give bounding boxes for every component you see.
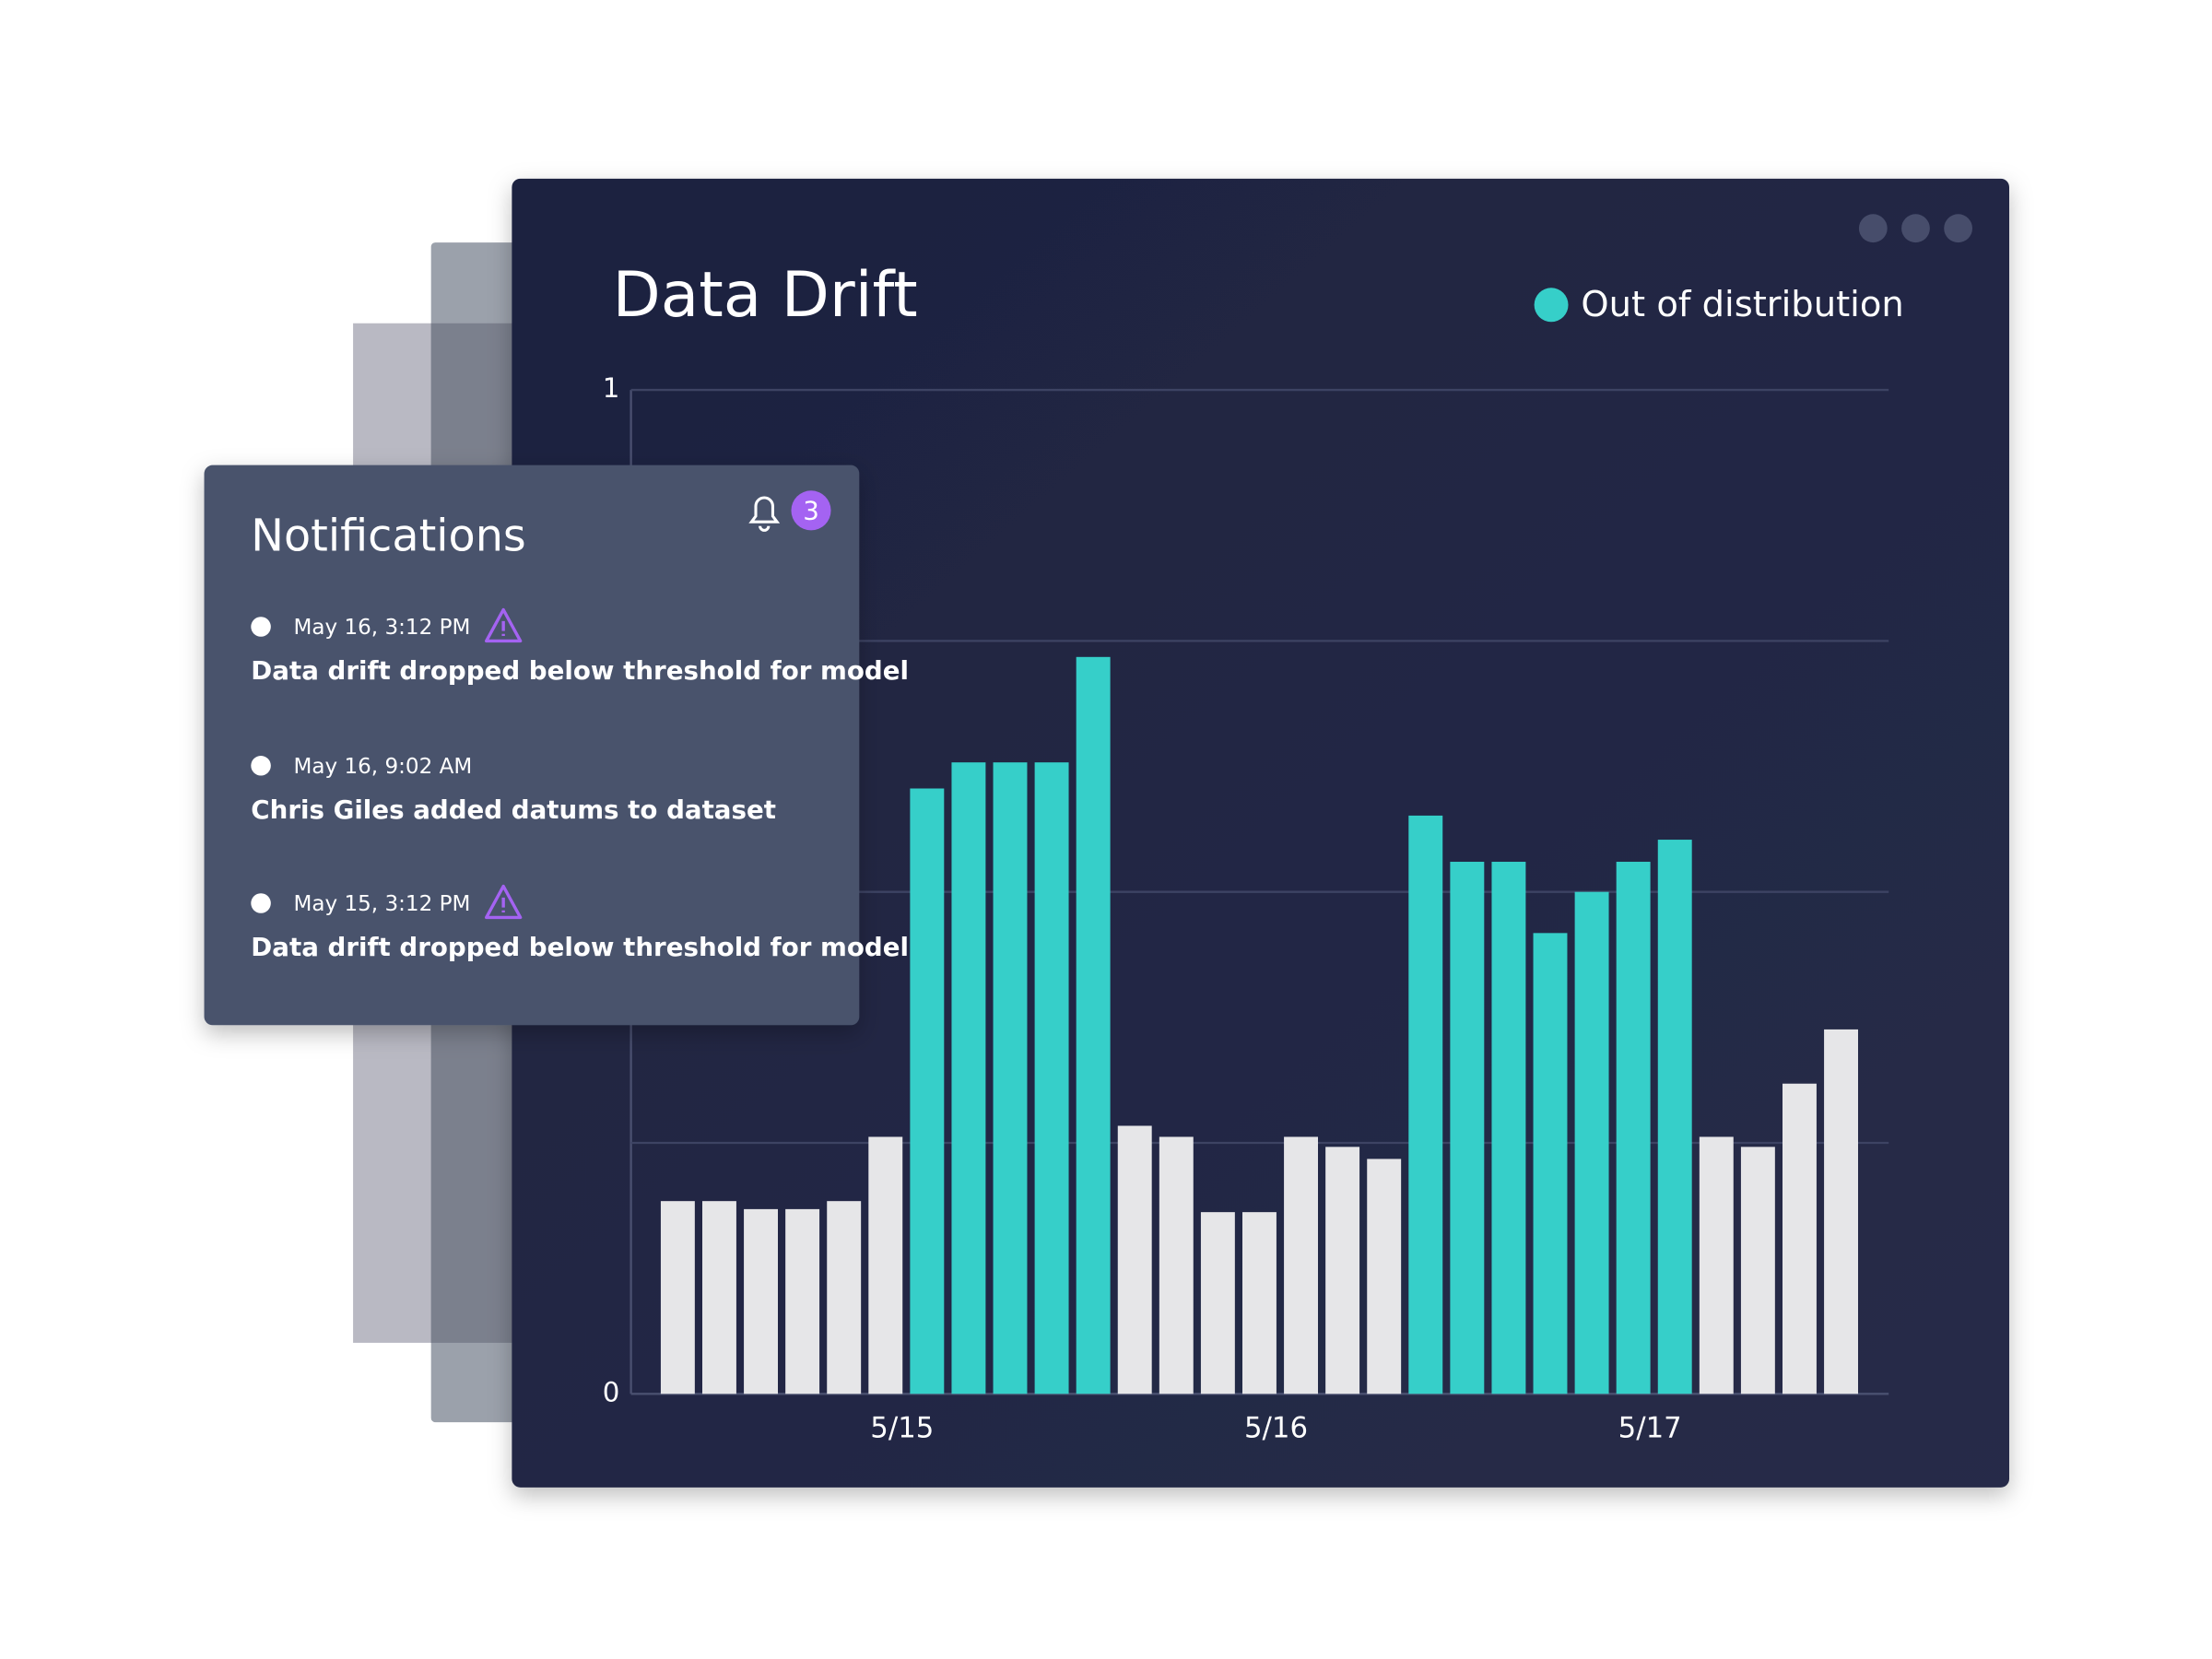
bar: [1657, 840, 1692, 1394]
bar: [1034, 762, 1069, 1394]
window-dot[interactable]: [1858, 214, 1888, 243]
bar: [785, 1208, 820, 1394]
bar: [910, 788, 945, 1394]
bar: [1284, 1136, 1318, 1394]
bar: [1491, 862, 1526, 1394]
bar: [1574, 891, 1609, 1394]
bar: [1616, 862, 1651, 1394]
badge: [791, 490, 831, 531]
bell-icon[interactable]: [748, 496, 781, 532]
notification-time: May 15, 3:12 PM: [293, 892, 470, 916]
bar: [993, 762, 1028, 1394]
bar: [1533, 933, 1568, 1394]
bar: [868, 1136, 903, 1394]
warning-icon: [485, 884, 523, 920]
notification-message: Data drift dropped below threshold for m…: [251, 655, 909, 686]
legend-label: Out of distribution: [1581, 284, 1903, 325]
bar: [1242, 1212, 1277, 1394]
x-tick-label: 5/17: [1618, 1411, 1682, 1444]
bar: [1824, 1029, 1858, 1394]
x-tick-label: 5/16: [1244, 1411, 1308, 1444]
notifications-bg: [204, 465, 860, 1026]
bar: [1699, 1136, 1734, 1394]
bullet: [251, 617, 271, 637]
bar: [1450, 862, 1485, 1394]
bar: [1408, 815, 1443, 1394]
notification-time: May 16, 9:02 AM: [293, 755, 472, 779]
x-tick-label: 5/15: [870, 1411, 934, 1444]
bar: [1325, 1147, 1360, 1394]
bar: [1367, 1159, 1402, 1394]
notification-message: Chris Giles added datums to dataset: [251, 794, 776, 825]
notifications-panel: Notifications 3 May 16, 3:12 PM Data drif…: [204, 465, 909, 1026]
bar: [951, 762, 986, 1394]
bullet: [251, 756, 271, 776]
bar: [1159, 1136, 1194, 1394]
y-tick-label: 1: [603, 372, 620, 404]
window-dot[interactable]: [1944, 214, 1972, 243]
y-tick-label: 0: [603, 1376, 620, 1407]
bar: [1076, 656, 1111, 1394]
chart-title: Data Drift: [613, 258, 918, 331]
bar: [702, 1201, 736, 1394]
bar: [1200, 1212, 1235, 1394]
bar: [1117, 1125, 1152, 1394]
badge-count: 3: [803, 495, 819, 525]
notification-time: May 16, 3:12 PM: [293, 616, 470, 640]
chart-panel: Data Drift Out of distribution 0 1 5/15 5/1…: [512, 178, 2009, 1488]
bar: [660, 1201, 695, 1394]
bar: [1740, 1147, 1775, 1394]
bar: [744, 1208, 778, 1394]
bar: [827, 1201, 862, 1394]
legend-swatch: [1534, 288, 1569, 323]
warning-icon: [485, 607, 523, 643]
bar: [1783, 1083, 1817, 1394]
window-dot[interactable]: [1901, 214, 1930, 243]
notification-message: Data drift dropped below threshold for m…: [251, 932, 909, 962]
bullet: [251, 893, 271, 913]
notifications-title: Notifications: [251, 512, 525, 562]
